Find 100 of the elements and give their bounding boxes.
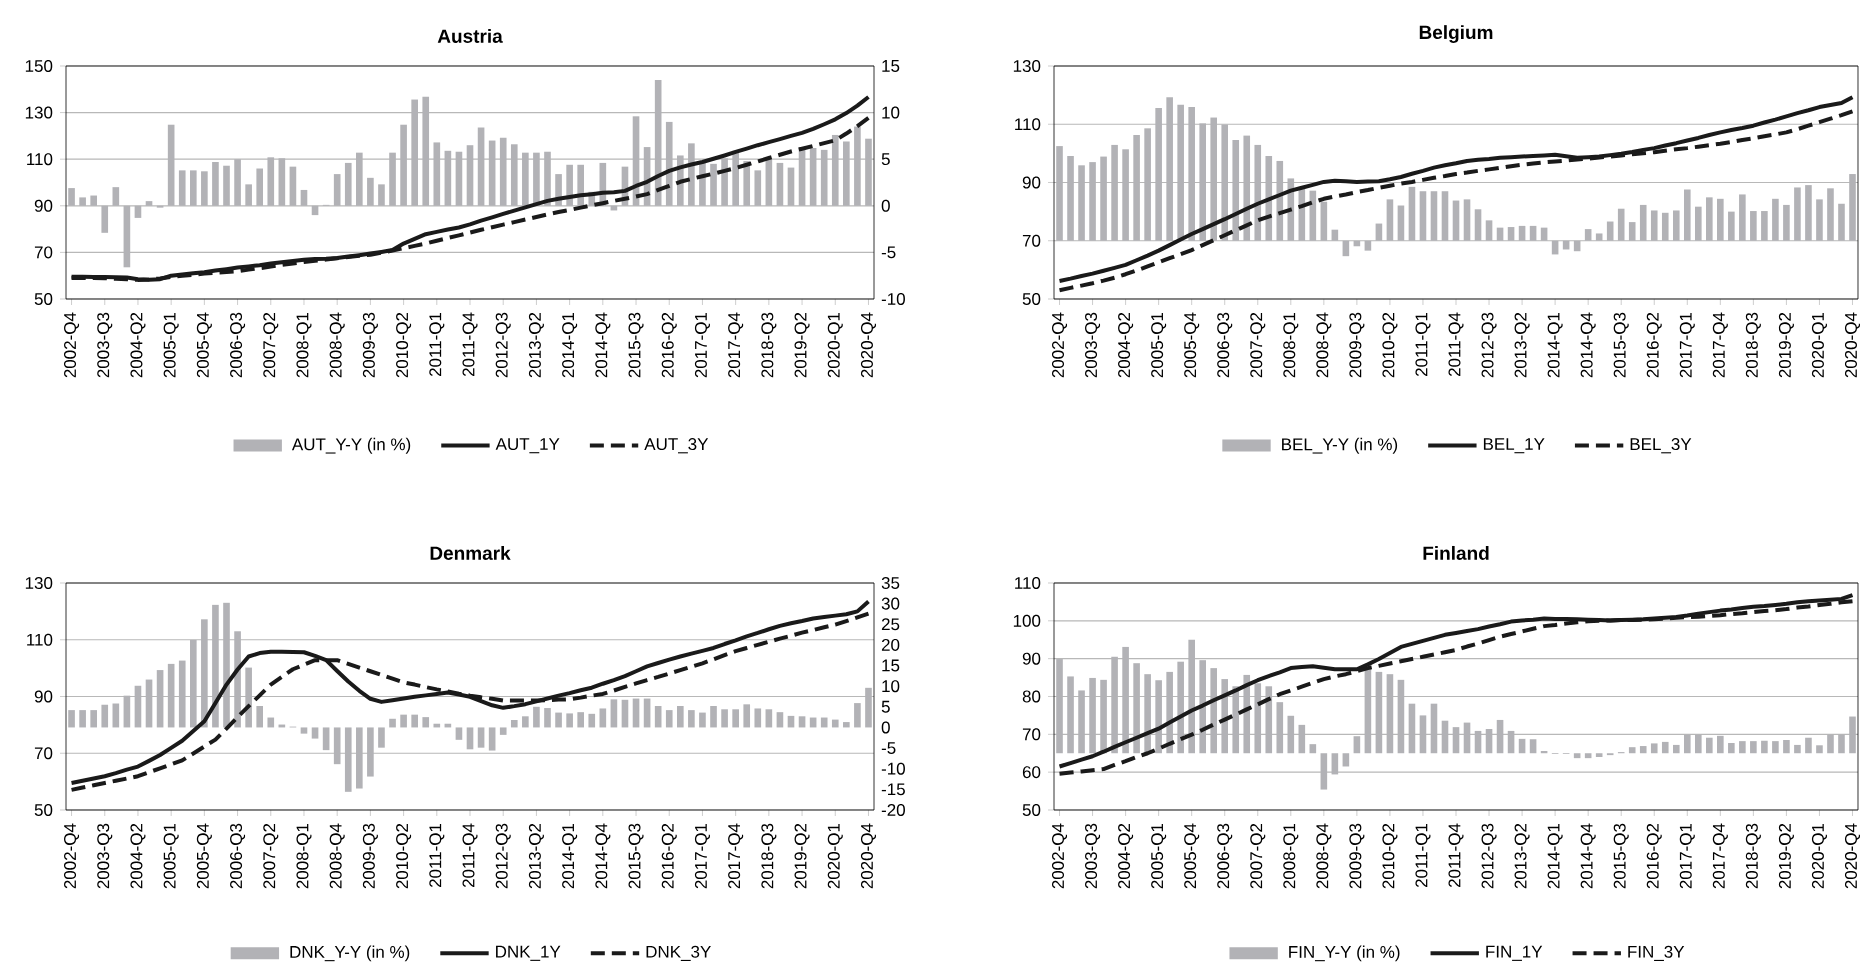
bar: [1805, 737, 1812, 754]
bar: [344, 162, 352, 206]
bar: [1254, 683, 1262, 754]
bar: [411, 714, 418, 728]
bar: [754, 170, 762, 206]
bar: [1650, 210, 1658, 241]
x-tick-label: 2020-Q1: [827, 823, 843, 889]
x-tick-label: 2016-Q2: [1646, 312, 1662, 378]
bar: [1772, 198, 1779, 241]
x-tick-label: 2020-Q4: [1844, 312, 1861, 378]
x-tick-label: 2017-Q4: [728, 823, 744, 889]
bar: [1441, 191, 1449, 241]
bar: [1309, 744, 1317, 754]
x-tick-label: 2013-Q2: [528, 823, 544, 889]
bar: [1122, 646, 1129, 754]
bar: [1199, 123, 1206, 241]
bar: [1573, 753, 1581, 759]
bar: [820, 149, 828, 206]
x-tick-label: 2006-Q3: [230, 823, 246, 889]
bar: [843, 141, 850, 206]
bar: [688, 710, 695, 728]
bar: [1100, 156, 1107, 241]
x-tick-label: 2014-Q4: [595, 312, 611, 378]
x-tick-label: 2002-Q4: [64, 312, 80, 378]
bar: [245, 667, 252, 728]
legend-label: BEL_Y-Y (in %): [1282, 437, 1398, 454]
bar: [1287, 715, 1295, 754]
bar: [710, 163, 717, 206]
y-tick-label: 130: [1013, 60, 1041, 73]
y2-tick-label: 10: [882, 680, 900, 693]
bar: [1485, 220, 1493, 241]
bar: [1672, 744, 1680, 754]
bar: [1111, 656, 1118, 754]
bar: [1783, 739, 1790, 754]
x-tick-label: 2008-Q1: [296, 823, 312, 889]
x-tick-label: 2020-Q4: [860, 823, 876, 889]
bar: [356, 152, 363, 206]
y-tick-label: 70: [34, 747, 53, 760]
y2-tick-label: 25: [881, 618, 900, 631]
bar: [721, 158, 728, 206]
bar: [189, 170, 197, 206]
x-tick-label: 2009-Q3: [1349, 823, 1365, 889]
x-tick-label: 2008-Q4: [1316, 823, 1332, 889]
bar: [820, 717, 828, 728]
bar: [1386, 674, 1394, 754]
bar: [533, 152, 540, 206]
bar: [234, 631, 241, 728]
bar: [79, 710, 86, 728]
bar: [1408, 703, 1416, 754]
bar: [1133, 663, 1140, 754]
y2-tick-label: 0: [881, 199, 890, 212]
legend-label: AUT_3Y: [644, 438, 709, 454]
bar: [1595, 233, 1603, 241]
bar: [1276, 702, 1284, 754]
y2-tick-label: -15: [881, 783, 905, 796]
bar: [854, 703, 861, 728]
y2-tick-label: -10: [881, 762, 905, 775]
bar: [1650, 743, 1658, 754]
bar: [488, 727, 496, 751]
x-tick-label: 2004-Q2: [130, 312, 146, 378]
x-tick-label: 2012-Q3: [1481, 312, 1497, 378]
bar: [1254, 144, 1262, 241]
bar: [743, 161, 751, 206]
bar: [1188, 639, 1195, 754]
x-tick-label: 2006-Q3: [1217, 312, 1233, 378]
bar: [499, 727, 507, 735]
y2-tick-label: 5: [881, 153, 890, 166]
bar: [1816, 745, 1823, 754]
bar: [610, 699, 618, 728]
x-tick-label: 2020-Q1: [1811, 823, 1827, 889]
y-tick-label: 80: [1022, 690, 1041, 703]
bar: [333, 727, 341, 765]
bar: [322, 727, 330, 751]
chart-title: Austria: [437, 28, 503, 43]
y-tick-label: 110: [1015, 576, 1041, 589]
x-tick-label: 2020-Q1: [827, 312, 843, 378]
bar: [665, 710, 673, 728]
x-tick-label: 2019-Q2: [1778, 823, 1794, 889]
x-tick-label: 2004-Q2: [1118, 312, 1134, 378]
bar: [201, 619, 208, 728]
legend-label: DNK_Y-Y (in %): [290, 945, 410, 962]
bar: [1827, 734, 1834, 754]
x-tick-label: 2016-Q2: [661, 312, 677, 378]
bar: [112, 187, 120, 206]
bar: [1827, 188, 1834, 241]
y-tick-label: 50: [1022, 292, 1041, 305]
bar: [522, 152, 529, 206]
x-tick-label: 2011-Q4: [462, 312, 478, 377]
bar: [1849, 716, 1856, 754]
legend-label: FIN_1Y: [1486, 945, 1543, 961]
bar: [90, 710, 97, 728]
bar: [466, 145, 474, 206]
y2-tick-label: -10: [881, 292, 905, 305]
bar: [1320, 753, 1328, 790]
bar: [787, 167, 795, 206]
bar: [1089, 677, 1096, 754]
bar: [522, 716, 529, 728]
x-tick-label: 2013-Q2: [1514, 823, 1530, 889]
bar: [1584, 753, 1592, 759]
bar: [167, 663, 175, 728]
